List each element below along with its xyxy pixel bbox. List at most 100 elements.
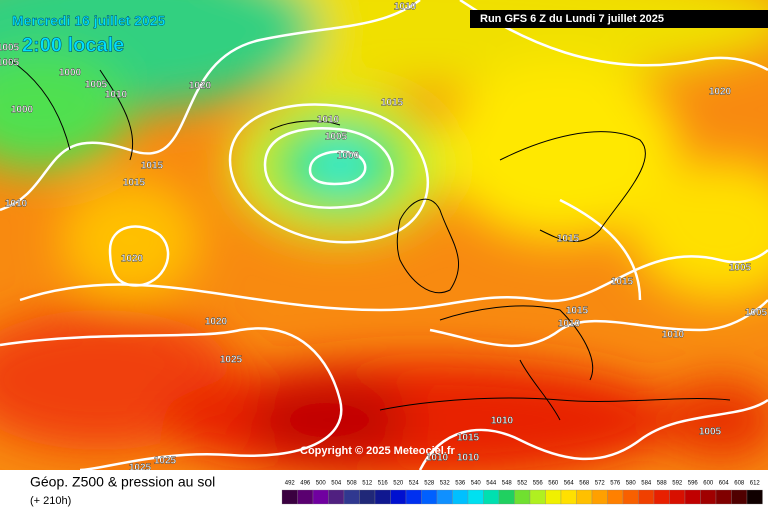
isobar-label: 1010 xyxy=(317,115,340,126)
scale-label: 516 xyxy=(378,481,389,487)
scale-cell xyxy=(467,489,484,505)
scale-label: 584 xyxy=(641,481,652,487)
scale-cell xyxy=(715,489,732,505)
isobar-label: 1020 xyxy=(121,254,144,265)
scale-label: 540 xyxy=(471,481,482,487)
isobar-label: 1010 xyxy=(394,2,417,13)
scale-cell xyxy=(545,489,562,505)
scale-cell xyxy=(591,489,608,505)
isobar-label: 1015 xyxy=(381,98,404,109)
isobar-label: 1015 xyxy=(566,306,589,317)
scale-cell xyxy=(483,489,500,505)
scale-label: 492 xyxy=(285,481,296,487)
scale-label: 500 xyxy=(316,481,327,487)
run-info: Run GFS 6 Z du Lundi 7 juillet 2025 xyxy=(480,13,664,25)
isobar-label: 1000 xyxy=(337,151,360,162)
isobar-label: 1005 xyxy=(0,58,20,69)
scale-cell xyxy=(700,489,717,505)
scale-cell xyxy=(638,489,655,505)
isobar-label: 1005 xyxy=(699,427,722,438)
scale-label: 520 xyxy=(393,481,404,487)
isobar-label: 1000 xyxy=(11,105,34,116)
scale-cell xyxy=(297,489,314,505)
run-box xyxy=(470,10,768,28)
scale-cell xyxy=(312,489,329,505)
color-scale: 492 496 500 504 508 512 516 520 524 528 532 536 540 5… xyxy=(281,481,763,505)
scale-label: 572 xyxy=(595,481,606,487)
scale-cell xyxy=(328,489,345,505)
scale-cell xyxy=(514,489,531,505)
isobar-label: 1010 xyxy=(491,416,514,427)
isobar-label: 1010 xyxy=(558,319,581,330)
scale-cell xyxy=(374,489,391,505)
scale-label: 564 xyxy=(564,481,575,487)
scale-cell xyxy=(684,489,701,505)
scale-cell xyxy=(576,489,593,505)
isobar-label: 1010 xyxy=(105,90,128,101)
scale-cell xyxy=(529,489,546,505)
scale-label: 576 xyxy=(610,481,621,487)
isobar-label: 1015 xyxy=(611,277,634,288)
scale-cell xyxy=(560,489,577,505)
scale-cell xyxy=(746,489,763,505)
copyright: Copyright © 2025 Meteociel.fr xyxy=(300,445,456,457)
isobar-label: 1010 xyxy=(457,453,480,464)
scale-cell xyxy=(405,489,422,505)
scale-label: 612 xyxy=(750,481,761,487)
scale-label: 592 xyxy=(672,481,683,487)
scale-label: 552 xyxy=(517,481,528,487)
scale-label: 532 xyxy=(440,481,451,487)
footer-title: Géop. Z500 & pression au sol xyxy=(30,474,215,490)
isobar-label: 1015 xyxy=(557,234,580,245)
scale-label: 600 xyxy=(703,481,714,487)
isobar-label: 1025 xyxy=(154,456,177,467)
scale-cell xyxy=(731,489,748,505)
scale-label: 528 xyxy=(424,481,435,487)
scale-cell xyxy=(452,489,469,505)
isobar-label: 1025 xyxy=(129,463,152,474)
isobar-label: 1020 xyxy=(189,81,212,92)
isobar-label: 1015 xyxy=(141,161,164,172)
isobar-label: 1010 xyxy=(662,330,685,341)
isobar-label: 1005 xyxy=(325,132,348,143)
scale-cell xyxy=(498,489,515,505)
scale-cell xyxy=(436,489,453,505)
scale-label: 512 xyxy=(362,481,373,487)
scale-label: 588 xyxy=(657,481,668,487)
scale-cell xyxy=(669,489,686,505)
scale-cell xyxy=(607,489,624,505)
scale-label: 496 xyxy=(300,481,311,487)
time: 2:00 locale xyxy=(22,34,124,56)
isobar-label: 1015 xyxy=(457,433,480,444)
scale-cell xyxy=(359,489,376,505)
isobar-label: 1000 xyxy=(59,68,82,79)
scale-label: 556 xyxy=(533,481,544,487)
scale-label: 544 xyxy=(486,481,497,487)
scale-cell xyxy=(622,489,639,505)
scale-label: 568 xyxy=(579,481,590,487)
isobar-label: 1005 xyxy=(85,80,108,91)
field xyxy=(0,0,768,470)
scale-label: 560 xyxy=(548,481,559,487)
scale-cell xyxy=(343,489,360,505)
scale-label: 604 xyxy=(719,481,730,487)
scale-label: 608 xyxy=(734,481,745,487)
isobar-label: 1020 xyxy=(205,317,228,328)
scale-label: 504 xyxy=(331,481,342,487)
lead-time: (+ 210h) xyxy=(30,495,71,507)
scale-cell xyxy=(281,489,298,505)
scale-cell xyxy=(390,489,407,505)
isobar-label: 1005 xyxy=(745,308,768,319)
date: Mercredi 16 juillet 2025 xyxy=(12,13,166,29)
isobar-label: 1015 xyxy=(123,178,146,189)
isobar-label: 1010 xyxy=(5,199,28,210)
scale-label: 548 xyxy=(502,481,513,487)
isobar-label: 1010 xyxy=(426,453,449,464)
scale-label: 580 xyxy=(626,481,637,487)
scale-label: 524 xyxy=(409,481,420,487)
isobar-label: 1020 xyxy=(709,87,732,98)
scale-label: 596 xyxy=(688,481,699,487)
coastlines xyxy=(9,59,731,421)
isobar-label: 1005 xyxy=(0,43,20,54)
